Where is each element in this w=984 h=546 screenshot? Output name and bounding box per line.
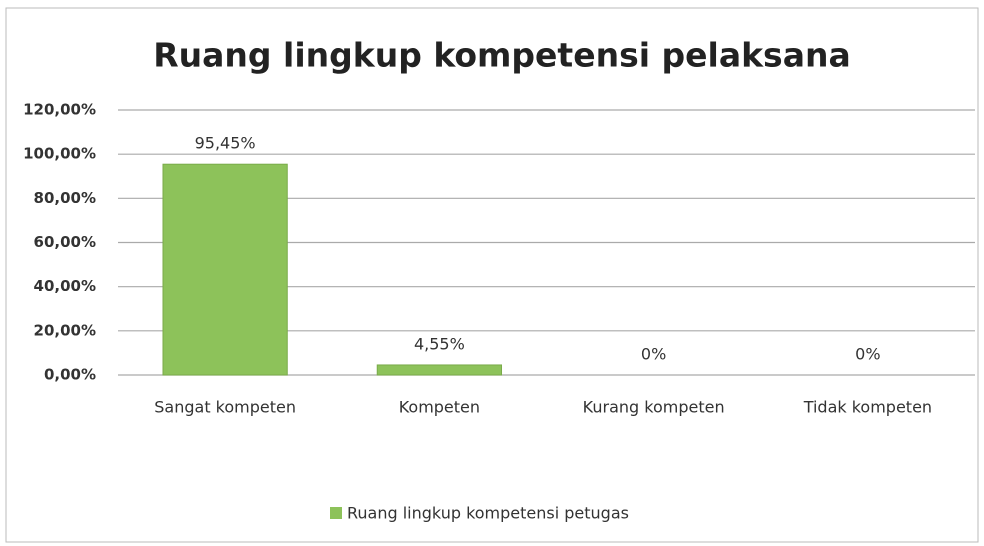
bar [376,364,503,376]
legend-swatch [330,507,342,519]
legend-label: Ruang lingkup kompetensi petugas [347,504,629,523]
x-tick-label: Kompeten [399,398,480,417]
bar [162,163,288,376]
y-tick-label: 120,00% [23,101,96,119]
data-label: 0% [855,345,880,364]
x-tick-label: Kurang kompeten [583,398,725,417]
data-label: 95,45% [195,134,256,153]
data-label: 0% [641,345,666,364]
y-tick-label: 60,00% [34,233,96,251]
y-tick-label: 20,00% [34,321,96,339]
x-tick-label: Sangat kompeten [154,398,296,417]
chart-frame [5,7,979,543]
y-tick-label: 40,00% [34,277,96,295]
y-tick-label: 0,00% [44,366,96,384]
y-tick-label: 100,00% [23,145,96,163]
x-tick-label: Tidak kompeten [803,398,932,417]
y-tick-label: 80,00% [34,189,96,207]
chart-title: Ruang lingkup kompetensi pelaksana [153,36,850,75]
data-label: 4,55% [414,334,465,353]
